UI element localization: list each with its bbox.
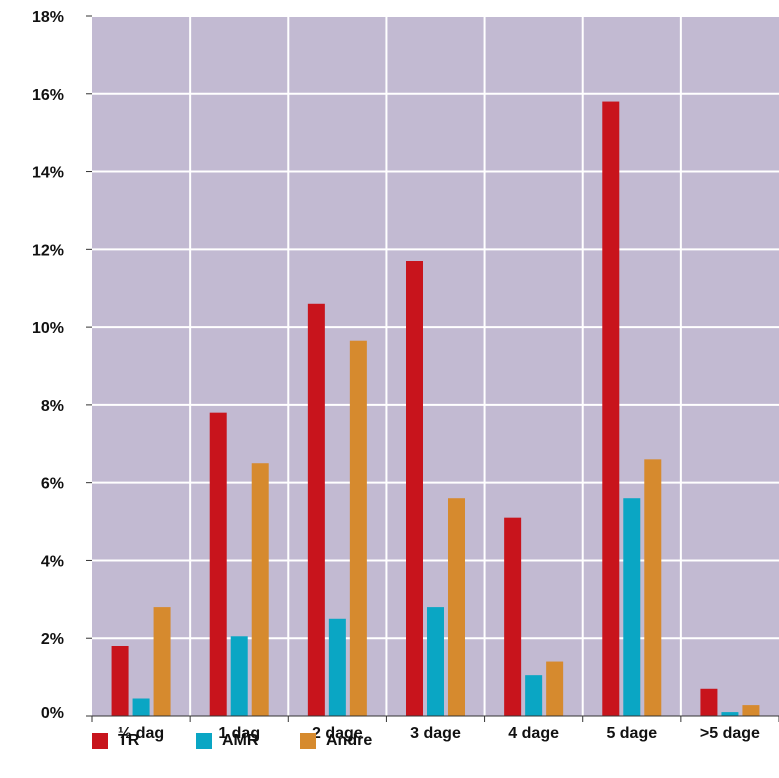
bar-amr-3 <box>328 618 346 716</box>
bar-tr-3 <box>307 303 325 716</box>
x-tick-label: 5 dage <box>606 725 657 742</box>
y-tick-label: 14% <box>32 165 64 182</box>
legend-item-tr: TR <box>92 732 196 750</box>
legend-label-andre: Andre <box>326 732 373 749</box>
bar-andre-3 <box>349 340 367 716</box>
legend-label-amr: AMR <box>222 732 259 749</box>
x-tick-label: 4 dage <box>508 725 559 742</box>
bar-tr-6 <box>602 101 620 717</box>
x-tick-labels: ½ dag 1 dag 2 dage 3 dage 4 dage 5 dage >5 dag… <box>118 725 760 742</box>
bar-amr-5 <box>525 675 543 716</box>
y-tick-label: 2% <box>41 631 64 648</box>
x-tick-label: >5 dage <box>700 725 760 742</box>
bar-tr-2 <box>209 412 227 716</box>
x-tick-label: 3 dage <box>410 725 461 742</box>
bar-tr-1 <box>111 646 129 716</box>
bar-andre-6 <box>644 459 662 716</box>
bar-amr-7 <box>721 712 739 716</box>
bar-andre-2 <box>251 463 269 716</box>
x-tick-label: 2 dage <box>312 725 363 742</box>
legend-swatch-amr <box>196 733 212 749</box>
x-tick-label: 1 dag <box>218 725 260 742</box>
y-tick-label: 18% <box>32 9 64 26</box>
legend-item-andre: Andre <box>300 732 404 750</box>
legend-swatch-tr <box>92 733 108 749</box>
axes <box>86 15 779 722</box>
y-tick-label: 6% <box>41 476 64 493</box>
bar-amr-1 <box>132 698 150 716</box>
plot-area <box>92 16 779 716</box>
y-tick-label: 8% <box>41 398 64 415</box>
bar-tr-7 <box>700 688 718 716</box>
legend-item-amr: AMR <box>196 732 300 750</box>
bar-tr-4 <box>406 261 423 716</box>
legend-swatch-andre <box>300 733 316 749</box>
bar-andre-7 <box>742 705 760 716</box>
y-tick-label: 12% <box>32 242 64 259</box>
y-tick-labels: 0% 2% 4% 6% 8% 10% 12% 14% 16% 18% <box>32 9 64 722</box>
bar-amr-4 <box>427 607 444 716</box>
gridlines <box>92 15 779 716</box>
y-tick-label: 10% <box>32 320 64 337</box>
bar-amr-6 <box>623 498 641 716</box>
bar-tr-5 <box>504 517 522 716</box>
bar-andre-1 <box>153 607 171 716</box>
bar-andre-4 <box>448 498 465 716</box>
bars <box>111 101 760 717</box>
y-tick-label: 16% <box>32 87 64 104</box>
y-tick-label: 4% <box>41 553 64 570</box>
y-tick-label: 0% <box>41 705 64 722</box>
legend-label-tr: TR <box>118 732 140 749</box>
legend: TR AMR Andre <box>92 732 404 750</box>
bar-andre-5 <box>546 661 564 716</box>
bar-amr-2 <box>230 636 248 716</box>
x-tick-label: ½ dag <box>118 725 164 742</box>
